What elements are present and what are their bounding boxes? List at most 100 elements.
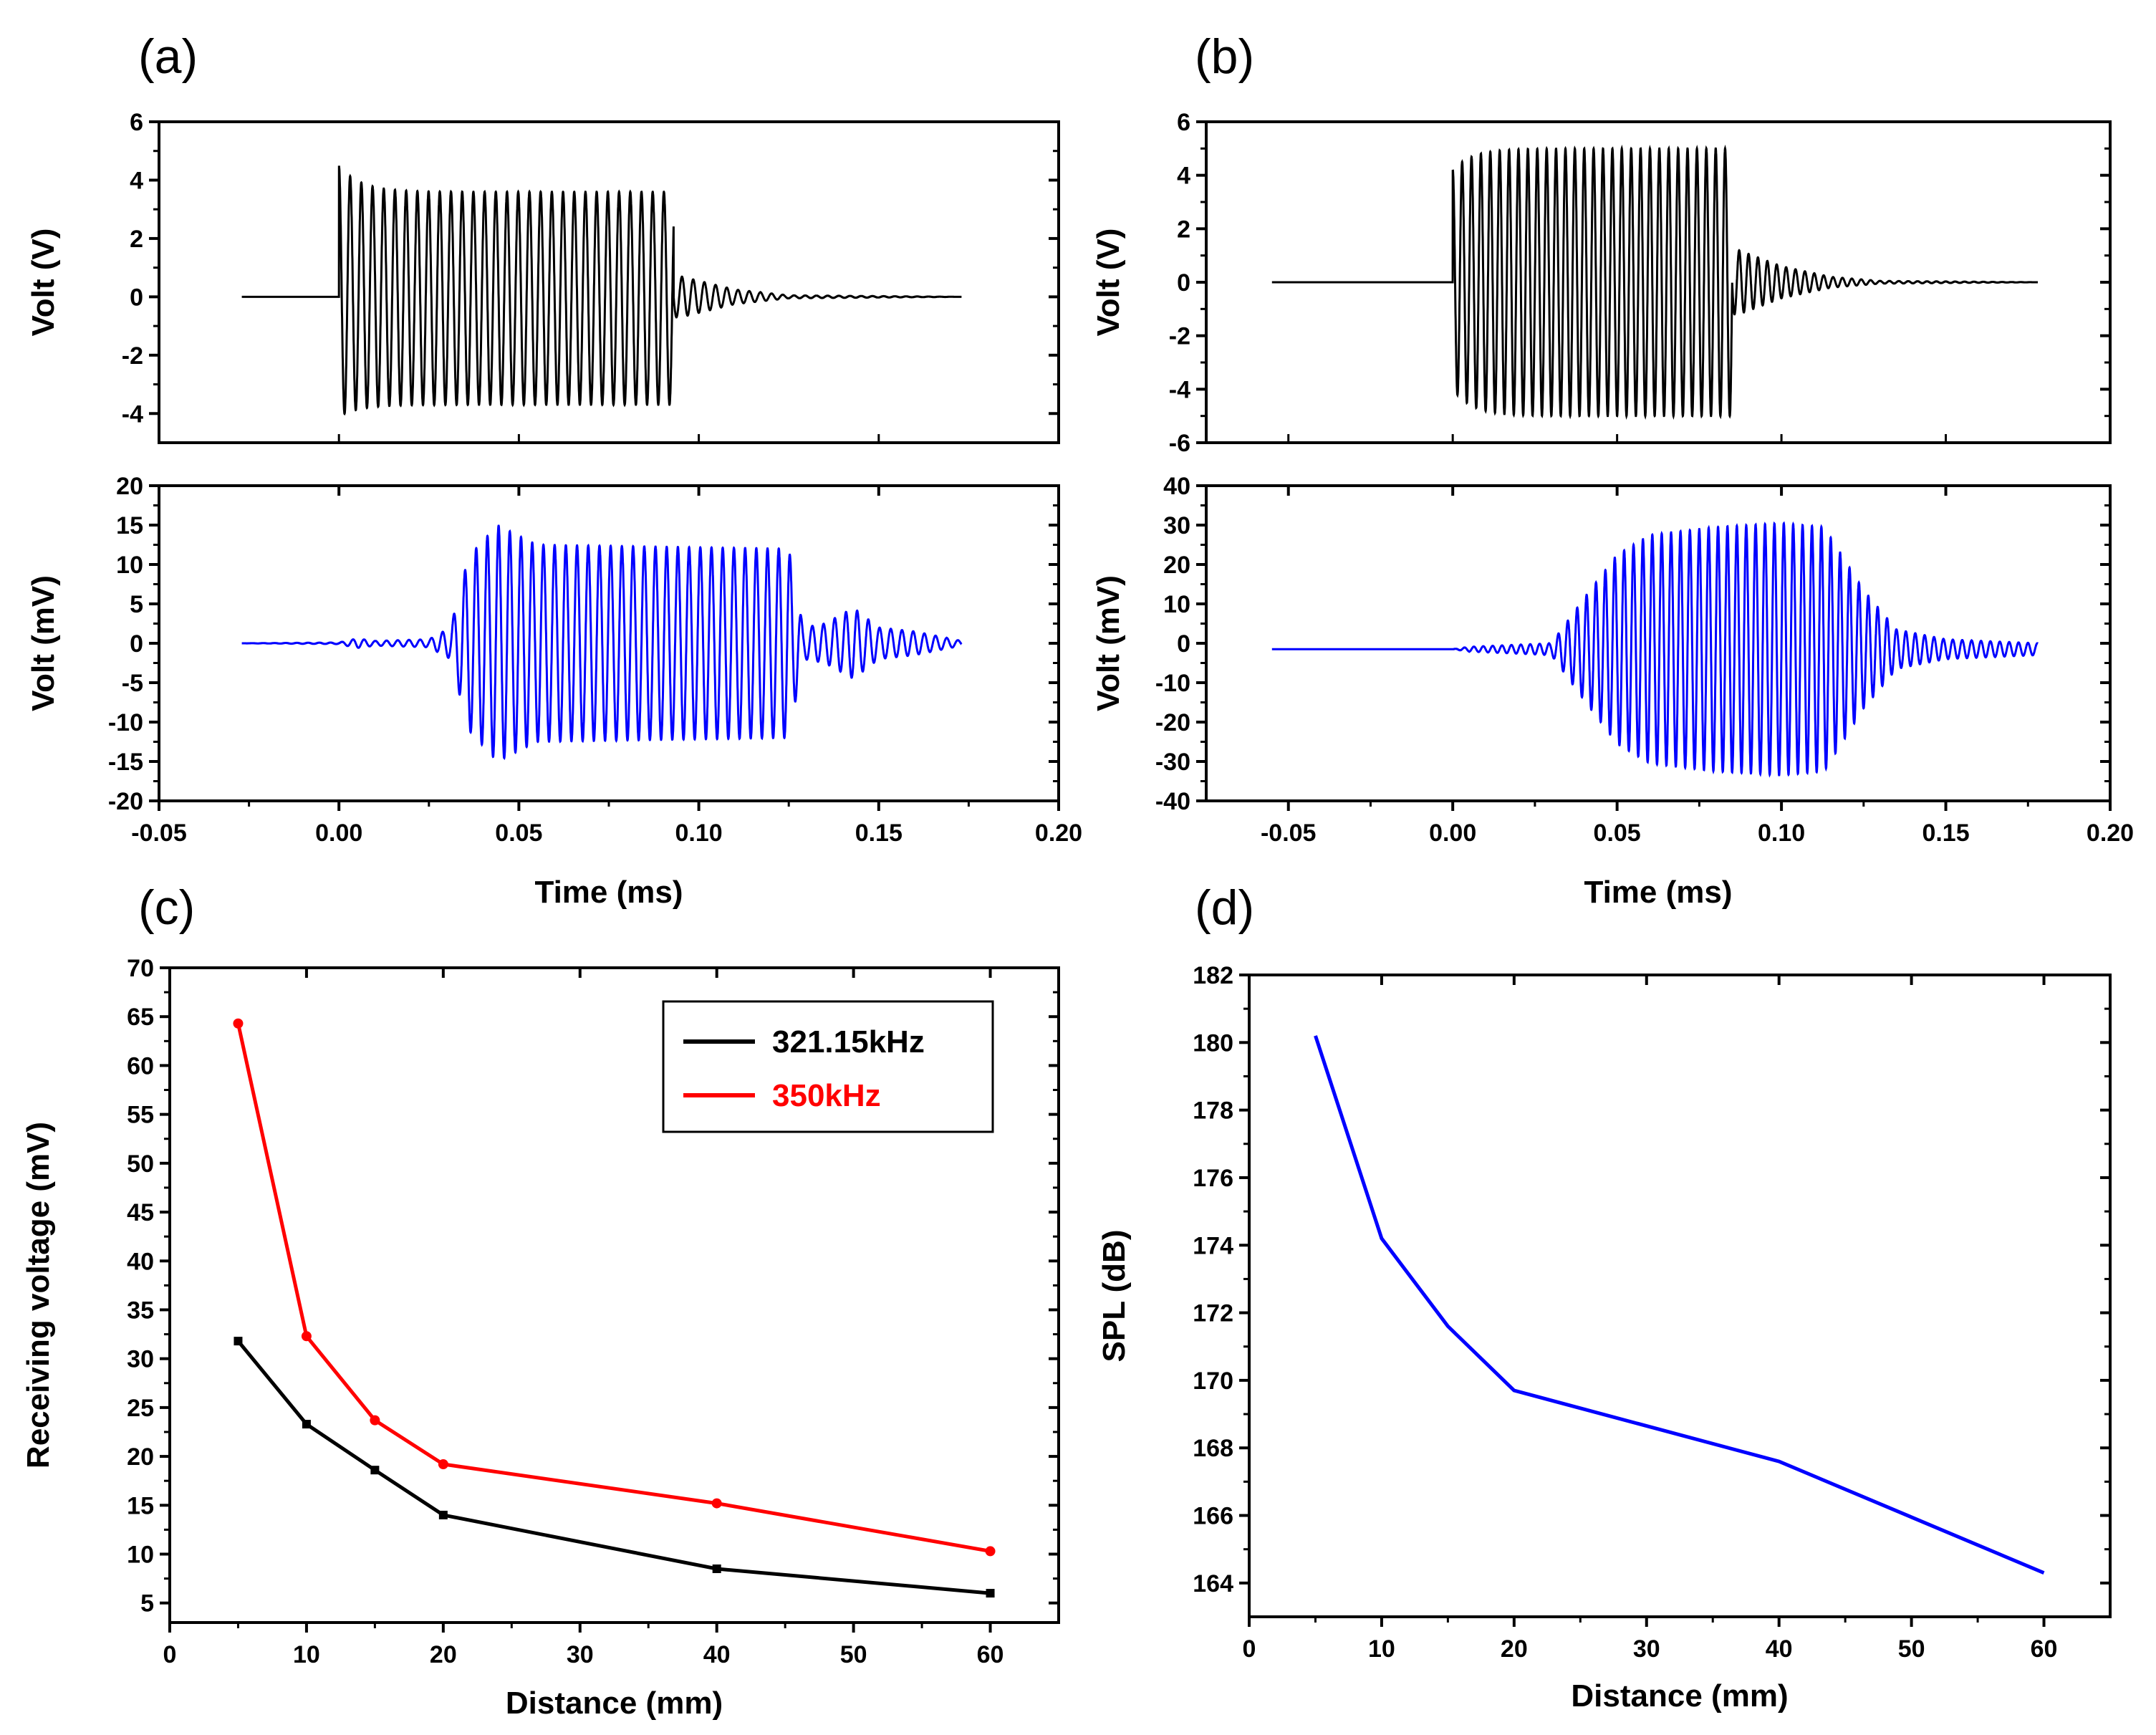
y-tick-label: -6	[1169, 430, 1190, 457]
x-axis-label: Time (ms)	[1584, 875, 1732, 910]
data-point	[438, 1459, 448, 1470]
series-line-b-top	[1271, 144, 2038, 420]
y-axis-label: Volt (V)	[1091, 229, 1126, 337]
y-tick-label: 5	[140, 1590, 154, 1618]
y-tick-label: 6	[130, 109, 143, 136]
y-tick-label: 182	[1193, 962, 1233, 989]
series-line-a-bottom	[241, 524, 963, 760]
panel-label-b: (b)	[1195, 29, 1254, 84]
y-tick-label: -4	[122, 400, 143, 428]
panel-label-d: (d)	[1195, 880, 1254, 935]
y-tick-label: 45	[127, 1199, 154, 1226]
chart-b-bottom: -40 -30 -20 -10 0 10 20 30 40 -0.05 0.00 0.05 0.10 0.…	[1091, 473, 2134, 910]
y-tick-label: -2	[122, 342, 143, 370]
y-tick-label: 164	[1193, 1570, 1233, 1597]
y-tick-label: 60	[127, 1052, 154, 1080]
plot-frame	[158, 120, 1060, 444]
y-tick-label: -20	[1155, 709, 1190, 736]
chart-d: 164 166 168 170 172 174 176 178 180 182 0 10 20 30 40 5…	[1097, 962, 2112, 1714]
y-tick-label: 10	[116, 552, 143, 579]
chart-a-bottom: -20 -15 -10 -5 0 5 10 15 20 -0.05 0.00 0.05 0.10 0.15…	[26, 473, 1082, 910]
y-tick-label: 30	[127, 1346, 154, 1373]
y-tick-label: -15	[108, 749, 143, 776]
x-tick-label: -0.05	[131, 820, 187, 847]
y-tick-label: -30	[1155, 749, 1190, 776]
x-tick-label: 30	[1633, 1635, 1660, 1663]
y-tick-label: 50	[127, 1150, 154, 1178]
x-tick-label: -0.05	[1261, 820, 1317, 847]
y-tick-label: 170	[1193, 1368, 1233, 1395]
x-axis-label: Time (ms)	[534, 875, 683, 910]
y-tick-label: 168	[1193, 1435, 1233, 1462]
x-tick-label: 20	[430, 1641, 457, 1668]
x-tick-label: 0.05	[1594, 820, 1641, 847]
x-tick-label: 30	[567, 1641, 594, 1668]
y-tick-label: -20	[108, 788, 143, 815]
y-tick-label: 10	[127, 1542, 154, 1569]
y-tick-label: 5	[130, 591, 143, 618]
y-tick-label: -40	[1155, 788, 1190, 815]
y-tick-label: 180	[1193, 1029, 1233, 1057]
series-line-a-top	[241, 165, 962, 416]
x-axis-label: Distance (mm)	[1571, 1678, 1788, 1714]
data-point	[711, 1498, 722, 1509]
x-axis-label: Distance (mm)	[506, 1686, 723, 1721]
x-tick-label: 0	[163, 1641, 177, 1668]
x-tick-label: 60	[2031, 1635, 2058, 1663]
data-point	[302, 1420, 311, 1429]
y-axis-label: SPL (dB)	[1097, 1230, 1132, 1362]
y-tick-label: 0	[130, 284, 143, 311]
data-point	[233, 1018, 244, 1029]
data-point	[986, 1589, 995, 1598]
series-line-350kHz	[236, 1023, 991, 1553]
data-point	[712, 1564, 721, 1573]
y-tick-label: -5	[122, 670, 143, 697]
y-tick-label: 178	[1193, 1097, 1233, 1125]
x-tick-label: 0.15	[1922, 820, 1969, 847]
legend-entry: 321.15kHz	[772, 1024, 925, 1059]
x-tick-label: 10	[1368, 1635, 1395, 1663]
x-tick-label: 20	[1501, 1635, 1528, 1663]
y-tick-label: 4	[1177, 163, 1190, 190]
y-tick-label: 176	[1193, 1165, 1233, 1192]
x-tick-label: 40	[703, 1641, 731, 1668]
x-tick-label: 0.05	[495, 820, 542, 847]
x-tick-label: 0.20	[2087, 820, 2134, 847]
x-tick-label: 10	[293, 1641, 320, 1668]
chart-b-top: -6 -4 -2 0 2 4 6 Volt (V)	[1091, 109, 2112, 457]
y-tick-label: 0	[1177, 269, 1190, 297]
y-tick-label: 20	[116, 473, 143, 500]
legend-entry: 350kHz	[772, 1078, 881, 1113]
x-tick-label: 50	[1898, 1635, 1925, 1663]
panel-label-a: (a)	[138, 29, 198, 84]
y-tick-label: 172	[1193, 1300, 1233, 1327]
y-tick-label: -2	[1169, 323, 1190, 350]
chart-a-top: -4 -2 0 2 4 6 Volt (V)	[26, 109, 1060, 444]
data-point	[370, 1415, 380, 1426]
y-tick-label: 15	[116, 512, 143, 539]
x-tick-label: 0.00	[315, 820, 362, 847]
y-tick-label: 166	[1193, 1503, 1233, 1530]
series-line-321.15kHz	[236, 1340, 991, 1595]
y-tick-label: 6	[1177, 109, 1190, 136]
plot-frame	[168, 966, 1060, 1624]
series-line-SPL	[1314, 1035, 2045, 1575]
x-tick-label: 60	[977, 1641, 1004, 1668]
chart-c: 5 10 15 20 25 30 35 40 45 50 55 60 65 70 0 10 20 30 40 50 60…	[21, 955, 1060, 1721]
data-point	[234, 1337, 243, 1346]
y-tick-label: 20	[127, 1443, 154, 1471]
series-line-b-bottom	[1271, 521, 2039, 778]
y-tick-label: 15	[127, 1492, 154, 1519]
x-tick-label: 0.10	[675, 820, 723, 847]
data-point	[370, 1466, 380, 1475]
x-tick-label: 40	[1766, 1635, 1793, 1663]
y-tick-label: -10	[1155, 670, 1190, 697]
panel-label-c: (c)	[138, 880, 195, 935]
plot-frame	[1248, 974, 2112, 1618]
data-point	[301, 1331, 312, 1342]
y-tick-label: 40	[127, 1248, 154, 1275]
data-point	[985, 1546, 996, 1557]
y-tick-label: 40	[1163, 473, 1190, 500]
y-tick-label: 20	[1163, 552, 1190, 579]
